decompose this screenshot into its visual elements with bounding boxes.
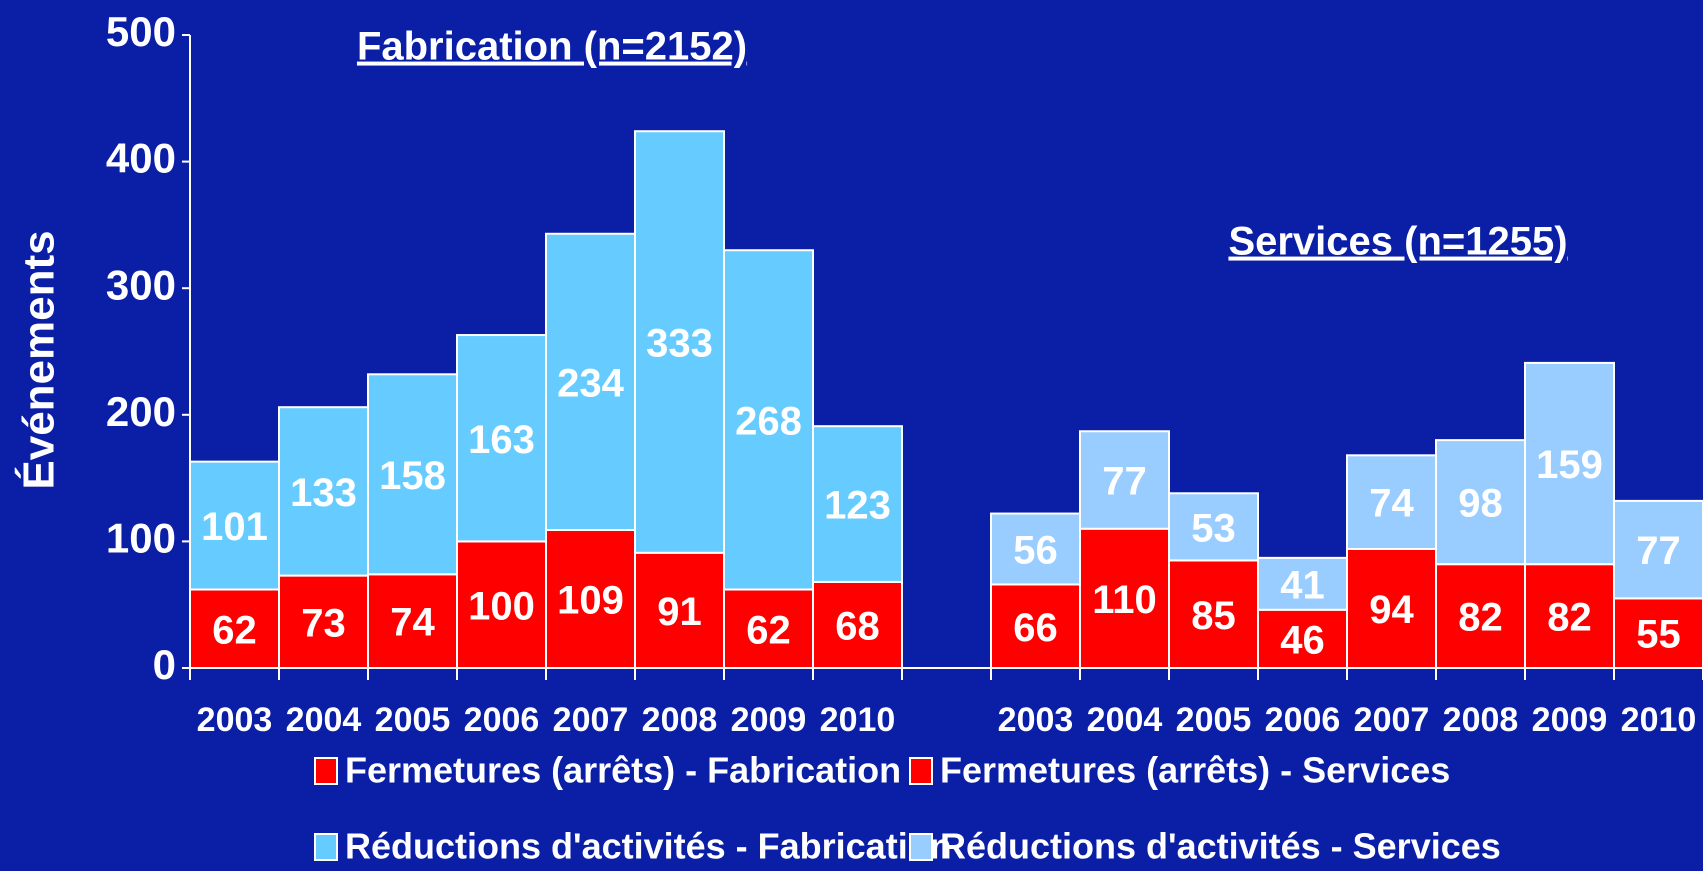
bar-segment <box>189 588 280 669</box>
y-tick-label: 0 <box>153 641 176 688</box>
data-label: 98 <box>1458 482 1503 526</box>
bar-segment <box>1524 563 1615 669</box>
data-label: 110 <box>1092 578 1157 622</box>
data-label: 46 <box>1280 618 1325 662</box>
bar-segment <box>1079 430 1170 530</box>
bar-segment <box>634 130 725 554</box>
y-axis-label: Événements <box>14 230 64 489</box>
data-label: 100 <box>468 584 535 628</box>
data-label: 62 <box>212 608 257 652</box>
bar-segment <box>367 573 458 669</box>
x-tick-label: 2006 <box>464 701 540 739</box>
legend-swatch <box>909 757 933 785</box>
x-tick-label: 2010 <box>1621 701 1697 739</box>
annotation: Fabrication (n=2152) <box>357 25 747 69</box>
data-label: 101 <box>201 505 268 549</box>
data-label: 91 <box>657 590 702 634</box>
bar-segment <box>812 425 903 583</box>
bar-segment <box>367 373 458 576</box>
bar-segment <box>278 574 369 669</box>
x-tick-label: 2004 <box>1087 701 1163 739</box>
bar-segment <box>1168 492 1259 562</box>
data-label: 74 <box>1369 482 1414 526</box>
x-tick-label: 2008 <box>642 701 718 739</box>
x-tick-label: 2003 <box>998 701 1074 739</box>
bar-segment <box>1257 556 1348 611</box>
bar-segment <box>1524 361 1615 566</box>
bar-segment <box>990 512 1081 586</box>
legend-label: Fermetures (arrêts) - Services <box>940 750 1450 791</box>
x-tick-label: 2007 <box>1354 701 1430 739</box>
data-label: 123 <box>824 484 891 528</box>
legend-label: Réductions d'activités - Fabrication <box>345 826 952 867</box>
data-label: 94 <box>1369 588 1414 632</box>
x-tick-label: 2004 <box>286 701 362 739</box>
bar-segment <box>278 406 369 577</box>
legend-swatch <box>314 833 338 861</box>
data-label: 62 <box>746 608 791 652</box>
data-label: 82 <box>1458 596 1503 640</box>
data-label: 158 <box>379 454 446 498</box>
data-label: 109 <box>557 579 624 623</box>
legend-label: Fermetures (arrêts) - Fabrication <box>345 750 901 791</box>
bar-segment <box>990 583 1081 669</box>
data-label: 333 <box>646 322 713 366</box>
data-label: 82 <box>1547 596 1592 640</box>
bar-segment <box>1346 454 1437 550</box>
data-label: 159 <box>1536 443 1603 487</box>
data-label: 85 <box>1191 594 1236 638</box>
data-label: 133 <box>290 471 357 515</box>
bar-segment <box>545 529 636 669</box>
x-tick-label: 2006 <box>1265 701 1341 739</box>
data-label: 77 <box>1636 529 1681 573</box>
bar-segment <box>1435 563 1526 669</box>
bar-segment <box>1346 547 1437 669</box>
legend-swatch <box>314 757 338 785</box>
data-label: 268 <box>735 399 802 443</box>
y-tick-label: 200 <box>106 388 176 435</box>
bar-segment <box>1168 559 1259 670</box>
bar-segment <box>812 580 903 669</box>
legend-label: Réductions d'activités - Services <box>940 826 1501 867</box>
data-label: 234 <box>557 361 624 405</box>
bar-segment <box>456 334 547 543</box>
data-label: 55 <box>1636 613 1681 657</box>
legend-swatch <box>909 833 933 861</box>
bar-segment <box>545 232 636 532</box>
x-tick-label: 2009 <box>1532 701 1608 739</box>
data-label: 41 <box>1280 563 1325 607</box>
x-tick-label: 2008 <box>1443 701 1519 739</box>
y-tick-label: 100 <box>106 514 176 561</box>
x-tick-label: 2005 <box>375 701 451 739</box>
data-label: 56 <box>1013 529 1058 573</box>
data-label: 74 <box>390 601 435 645</box>
x-tick-label: 2010 <box>820 701 896 739</box>
data-label: 77 <box>1102 460 1147 504</box>
bar-segment <box>1613 499 1703 600</box>
bar-segment <box>723 249 814 591</box>
data-label: 53 <box>1191 506 1236 550</box>
bar-segment <box>634 551 725 670</box>
x-tick-label: 2005 <box>1176 701 1252 739</box>
data-label: 68 <box>835 605 880 649</box>
data-label: 73 <box>301 601 346 645</box>
data-label: 163 <box>468 418 535 462</box>
y-tick-label: 300 <box>106 261 176 308</box>
x-tick-label: 2007 <box>553 701 629 739</box>
data-label: 66 <box>1013 606 1058 650</box>
y-tick-label: 500 <box>106 8 176 55</box>
annotation: Services (n=1255) <box>1228 220 1567 264</box>
y-tick-label: 400 <box>106 135 176 182</box>
x-tick-label: 2003 <box>197 701 273 739</box>
x-tick-label: 2009 <box>731 701 807 739</box>
bar-segment <box>189 460 280 591</box>
